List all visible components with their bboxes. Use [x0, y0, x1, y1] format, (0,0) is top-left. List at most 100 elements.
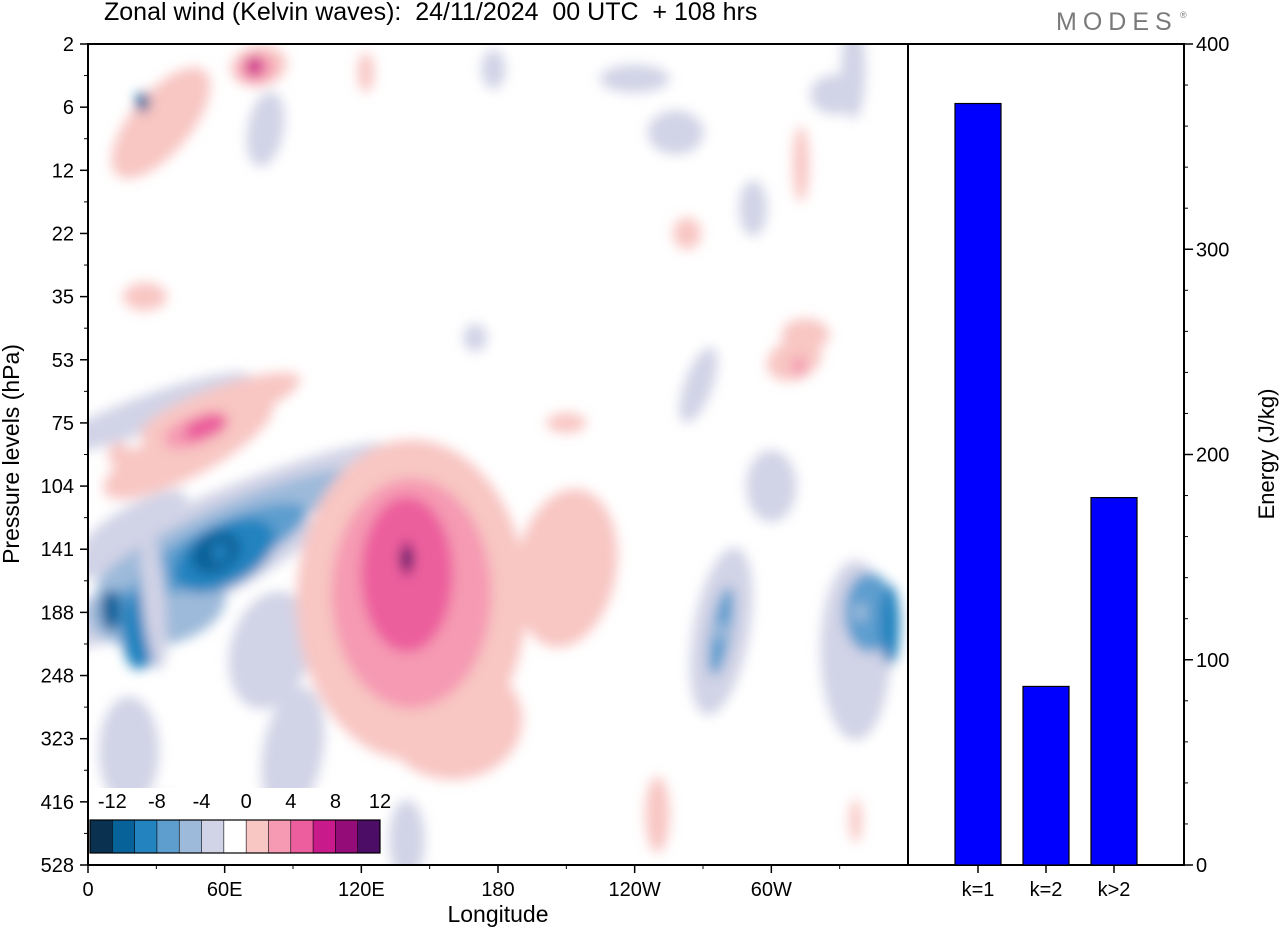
contour-blob: [679, 347, 718, 423]
colorbar-swatch: [179, 820, 202, 853]
energy-tick-label: 200: [1196, 445, 1229, 467]
contour-blob: [122, 282, 167, 311]
x-tick-label: 180: [481, 879, 514, 901]
heatmap-y-axis: 2 6 12 22 35 53 75 104 141 188 248 323 416 528: [41, 34, 88, 877]
wind-feature: [399, 548, 414, 569]
bar-category-label: k=1: [962, 879, 995, 901]
y-axis-label: Pressure levels (hPa): [0, 344, 24, 564]
contour-blob: [111, 67, 211, 179]
wind-feature: [247, 56, 262, 77]
contour-blob: [673, 217, 702, 250]
wind-feature: [853, 602, 868, 623]
contour-blob: [645, 776, 670, 853]
y-tick-label: 104: [41, 476, 74, 498]
y-tick-label: 22: [52, 223, 74, 245]
contour-blob: [357, 52, 374, 93]
colorbar-label: -4: [193, 791, 211, 813]
contour-blob: [879, 585, 900, 666]
colorbar-swatch: [90, 820, 113, 853]
y-tick-label: 323: [41, 729, 74, 751]
wind-feature: [135, 92, 150, 113]
contour-blob: [739, 180, 768, 237]
contour-blob: [100, 587, 121, 632]
y-tick-label: 416: [41, 792, 74, 814]
energy-tick-label: 300: [1196, 239, 1229, 261]
contour-blob: [88, 490, 187, 558]
contour-blob: [481, 49, 506, 90]
heatmap-field: [88, 44, 900, 865]
colorbar-label: 4: [285, 791, 296, 813]
energy-bar: [1090, 497, 1138, 866]
x-axis-label: Longitude: [447, 901, 548, 927]
contour-blob: [99, 696, 159, 807]
heatmap-x-axis: 0 60E 120E 180 120W 60W: [82, 865, 841, 901]
colorbar-frame: [89, 819, 381, 854]
energy-y-axis: 0 100 200 300 400: [1184, 34, 1229, 877]
y-tick-label: 188: [41, 602, 74, 624]
colorbar-swatch: [134, 820, 158, 853]
colorbar-label: 8: [330, 791, 341, 813]
contour-blob: [107, 442, 132, 467]
colorbar-label: -12: [98, 791, 127, 813]
y-tick-label: 35: [52, 287, 74, 309]
contour-blob: [810, 74, 861, 115]
colorbar-swatch: [313, 820, 336, 853]
colorbar-swatch: [156, 820, 180, 853]
x-tick-label: 120W: [609, 879, 661, 901]
colorbar-swatch: [268, 820, 292, 853]
contour-blob: [599, 64, 670, 93]
contour-blob: [546, 412, 587, 433]
x-tick-label: 60W: [751, 879, 792, 901]
contour-blob: [246, 91, 285, 167]
contour-blob: [781, 318, 830, 351]
x-tick-label: 120E: [338, 879, 385, 901]
energy-bar: [954, 102, 1002, 866]
energy-bar: [1022, 685, 1070, 866]
wind-feature: [714, 621, 729, 642]
y-tick-label: 53: [52, 350, 74, 372]
y-tick-label: 248: [41, 666, 74, 688]
colorbar-swatch: [246, 820, 269, 853]
y-tick-label: 141: [41, 539, 74, 561]
wind-feature: [213, 542, 228, 563]
contour-blob: [463, 323, 488, 352]
energy-tick-label: 100: [1196, 650, 1229, 672]
brand-registered-mark: ®: [1180, 10, 1187, 20]
y-tick-label: 12: [52, 160, 74, 182]
contour-blob: [647, 110, 704, 155]
wind-feature: [185, 422, 200, 443]
colorbar-label: -8: [148, 791, 166, 813]
energy-tick-label: 400: [1196, 34, 1229, 56]
y-tick-label: 528: [41, 855, 74, 877]
bar-category-label: k=2: [1030, 879, 1063, 901]
contour-blob: [515, 488, 618, 648]
contour-blob: [228, 591, 312, 710]
colorbar-swatch: [201, 820, 225, 853]
chart-title: Zonal wind (Kelvin waves): 24/11/2024 00…: [104, 0, 758, 26]
bar-category-label: k>2: [1098, 879, 1131, 901]
x-tick-label: 60E: [207, 879, 243, 901]
y-tick-label: 75: [52, 413, 74, 435]
colorbar-swatch: [335, 820, 359, 853]
colorbar-label: 0: [241, 791, 252, 813]
contour-blob: [88, 372, 251, 455]
colorbar-swatch: [223, 820, 247, 853]
contour-blob: [746, 450, 797, 523]
energy-x-axis: k=1 k=2 k>2: [962, 865, 1131, 901]
energy-tick-label: 0: [1196, 855, 1207, 877]
colorbar-label: 12: [369, 791, 391, 813]
y-tick-label: 6: [63, 97, 74, 119]
y-tick-label: 2: [63, 34, 74, 56]
contour-blob: [261, 687, 325, 816]
colorbar-legend: -12 -8 -4 0 4 8 12: [89, 788, 391, 864]
contour-blob: [388, 799, 425, 865]
contour-blob: [849, 798, 862, 843]
colorbar-swatch: [357, 820, 381, 853]
energy-axis-label: Energy (J/kg): [1254, 389, 1279, 520]
contour-blob: [792, 125, 809, 202]
contour-blob: [140, 530, 168, 670]
x-tick-label: 0: [82, 879, 93, 901]
brand-logo: MODES: [1056, 8, 1178, 36]
colorbar-swatch: [112, 820, 136, 853]
